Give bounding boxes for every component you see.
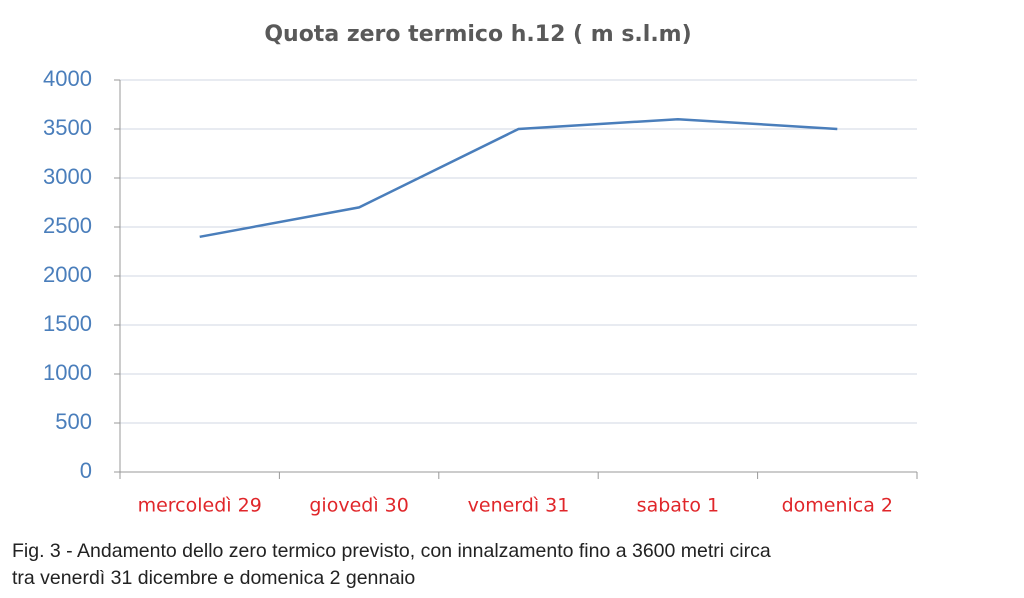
y-tick-label: 3000	[43, 164, 92, 189]
y-tick-label: 4000	[43, 66, 92, 91]
caption-line: Fig. 3 - Andamento dello zero termico pr…	[12, 540, 771, 562]
y-tick-label: 2000	[43, 262, 92, 287]
x-tick-label: domenica 2	[782, 495, 893, 517]
y-tick-label: 0	[80, 458, 92, 483]
y-tick-label: 2500	[43, 213, 92, 238]
chart-title: Quota zero termico h.12 ( m s.l.m)	[264, 22, 691, 47]
line-series	[199, 117, 838, 239]
x-tick-label: venerdì 31	[468, 495, 570, 517]
caption-line: tra venerdì 31 dicembre e domenica 2 gen…	[12, 567, 415, 589]
x-tick-label: mercoledì 29	[138, 495, 262, 517]
y-tick-label: 500	[55, 409, 92, 434]
y-tick-label: 1000	[43, 360, 92, 385]
x-tick-label: sabato 1	[637, 495, 719, 517]
x-tick-label: giovedì 30	[309, 495, 408, 517]
y-tick-label: 1500	[43, 311, 92, 336]
y-tick-label: 3500	[43, 115, 92, 140]
